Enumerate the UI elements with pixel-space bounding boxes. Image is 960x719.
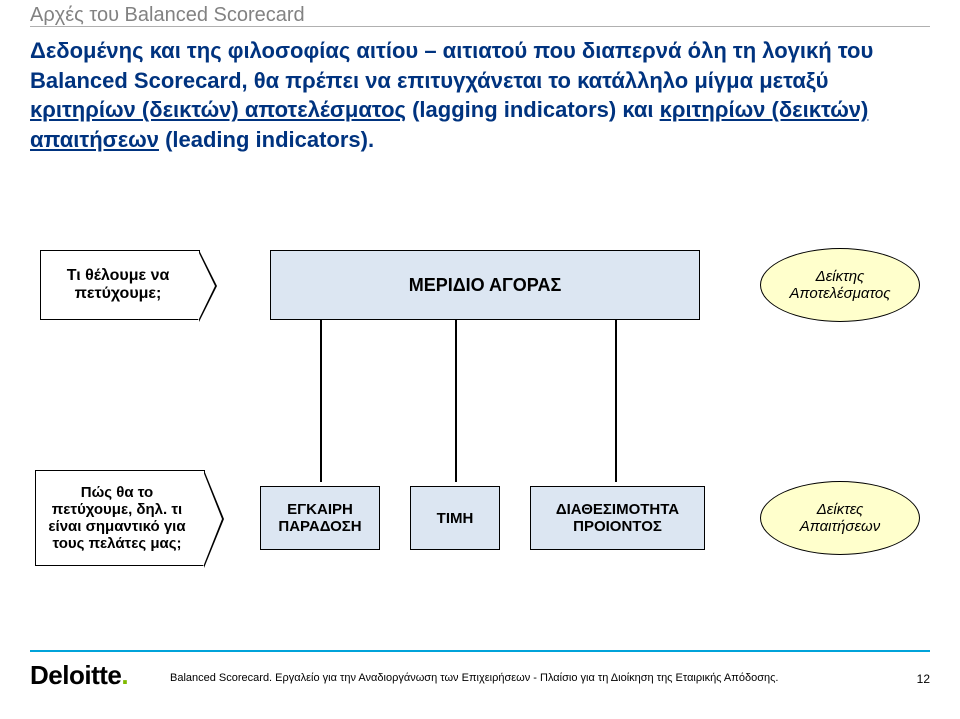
question-what: Τι θέλουμε να πετύχουμε; <box>40 250 200 320</box>
market-share-label: ΜΕΡΙΔΙΟ ΑΓΟΡΑΣ <box>409 275 562 296</box>
deloitte-logo: Deloitte. <box>30 660 128 691</box>
connector-2 <box>455 320 457 482</box>
result-indicator-ellipse: Δείκτης Αποτελέσματος <box>760 248 920 322</box>
footer-text: Balanced Scorecard. Εργαλείο για την Ανα… <box>170 672 779 684</box>
market-share-box: ΜΕΡΙΔΙΟ ΑΓΟΡΑΣ <box>270 250 700 320</box>
availability-label: ΔΙΑΘΕΣΙΜΟΤΗΤΑ ΠΡΟΙΟΝΤΟΣ <box>535 501 700 535</box>
connector-3 <box>615 320 617 482</box>
question-how: Πώς θα το πετύχουμε, δηλ. τι είναι σημαν… <box>35 470 205 566</box>
question-what-label: Τι θέλουμε να πετύχουμε; <box>47 267 189 303</box>
timely-delivery-label: ΕΓΚΑΙΡΗ ΠΑΡΑΔΟΣΗ <box>265 501 375 535</box>
availability-box: ΔΙΑΘΕΣΙΜΟΤΗΤΑ ΠΡΟΙΟΝΤΟΣ <box>530 486 705 550</box>
diagram: Τι θέλουμε να πετύχουμε; ΜΕΡΙΔΙΟ ΑΓΟΡΑΣ … <box>0 0 960 719</box>
connector-1 <box>320 320 322 482</box>
deloitte-logo-dot: . <box>121 660 128 690</box>
timely-delivery-box: ΕΓΚΑΙΡΗ ΠΑΡΑΔΟΣΗ <box>260 486 380 550</box>
result-indicator-label: Δείκτης Αποτελέσματος <box>775 268 905 302</box>
deloitte-logo-text: Deloitte <box>30 660 121 690</box>
requirement-indicators-label: Δείκτες Απαιτήσεων <box>775 501 905 535</box>
page-number: 12 <box>917 672 930 686</box>
footer-rule <box>30 650 930 652</box>
price-label: ΤΙΜΗ <box>437 510 474 527</box>
price-box: ΤΙΜΗ <box>410 486 500 550</box>
requirement-indicators-ellipse: Δείκτες Απαιτήσεων <box>760 481 920 555</box>
question-how-label: Πώς θα το πετύχουμε, δηλ. τι είναι σημαν… <box>42 484 192 552</box>
